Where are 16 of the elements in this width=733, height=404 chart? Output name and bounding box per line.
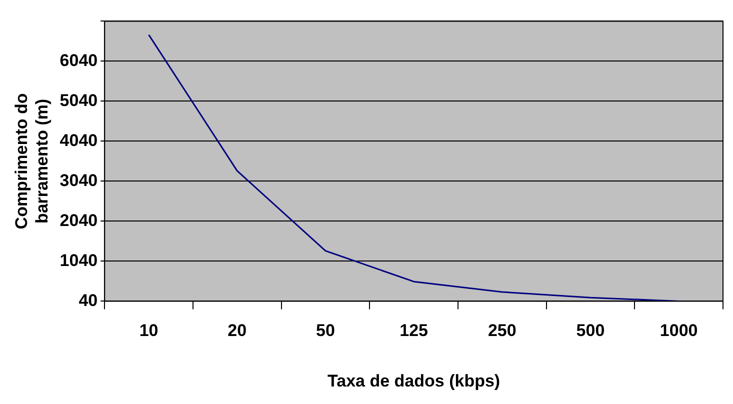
x-tick-label: 20 [228,321,247,340]
x-tick-label: 1000 [660,321,698,340]
y-tick-label: 40 [78,290,98,310]
x-tick-label: 250 [488,321,516,340]
y-tick-label: 6040 [60,50,98,70]
y-tick-label: 3040 [60,170,98,190]
y-tick-label: 2040 [60,210,98,230]
y-tick-label: 1040 [60,250,98,270]
y-tick-label: 4040 [60,130,98,150]
y-tick-label: 5040 [60,90,98,110]
x-tick-label: 50 [316,321,335,340]
x-tick-label: 10 [139,321,158,340]
x-tick-label: 500 [576,321,605,340]
x-axis-title: Taxa de dados (kbps) [328,371,500,390]
y-axis-title: Comprimento do barramento (m) [12,93,52,230]
x-tick-label: 125 [400,321,428,340]
